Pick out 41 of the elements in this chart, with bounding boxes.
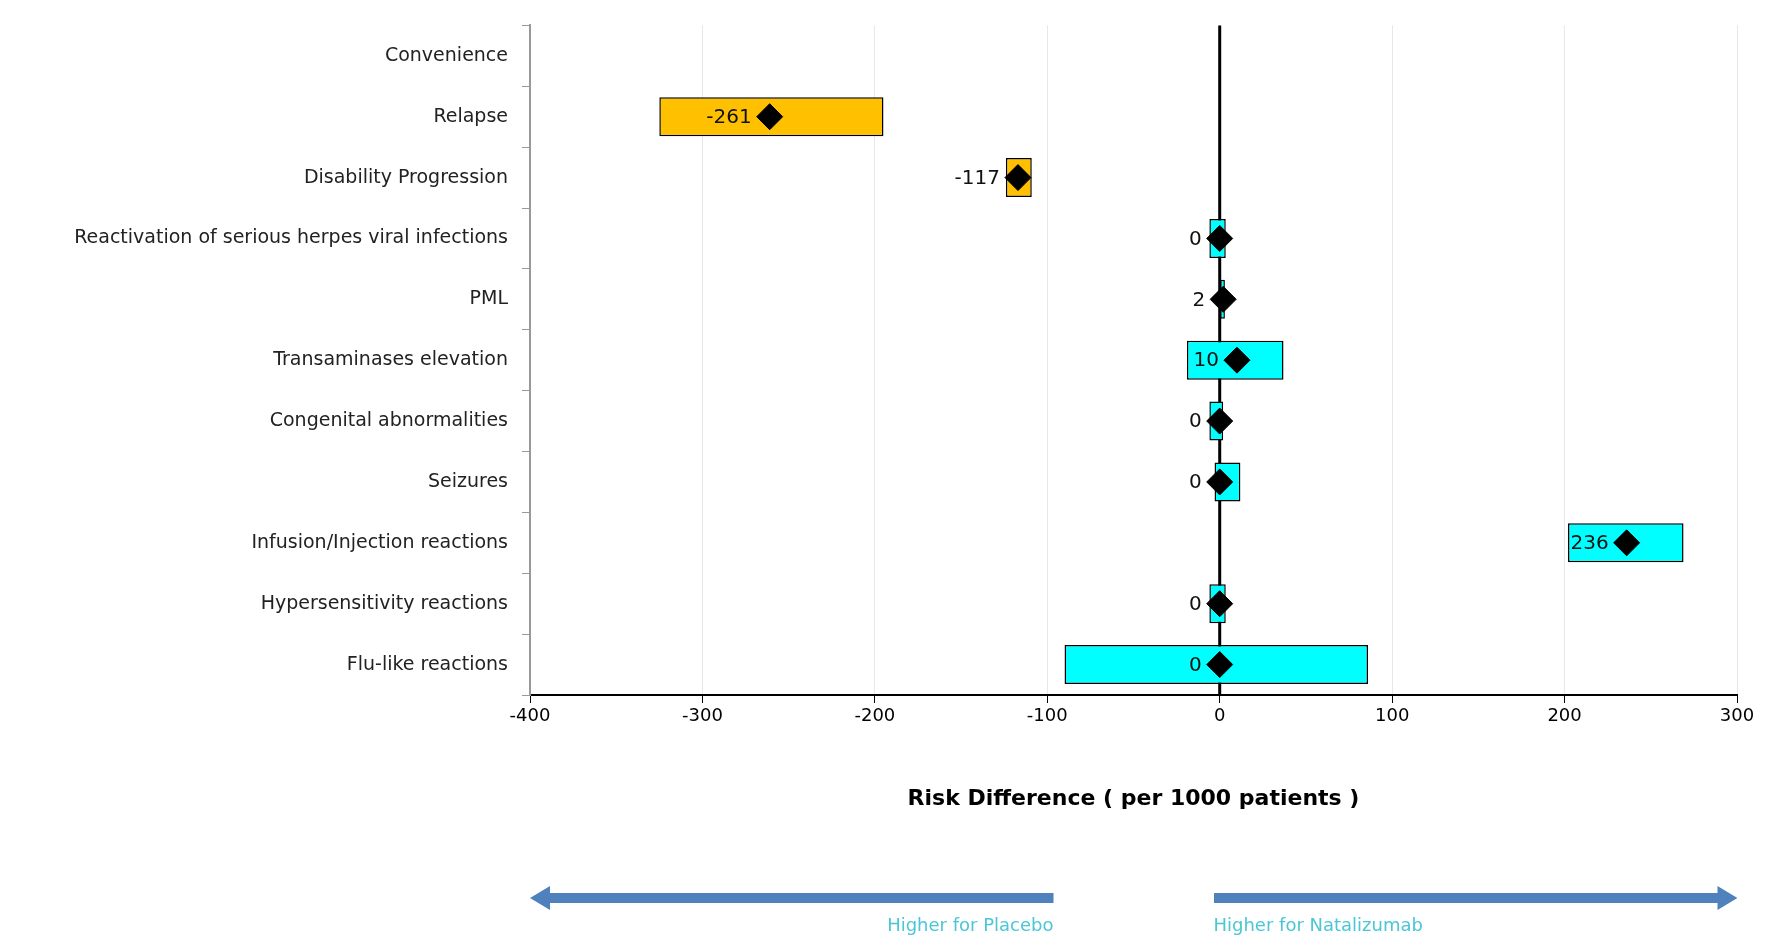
y-tick-label: Seizures	[427, 468, 508, 491]
y-tick-label: Convenience	[384, 42, 508, 65]
x-tick-label: -300	[682, 704, 723, 726]
data-label: 0	[1188, 408, 1202, 433]
data-label: 0	[1188, 651, 1202, 676]
data-label: 2	[1192, 286, 1206, 311]
point	[1206, 651, 1234, 679]
x-tick-label: 100	[1374, 704, 1410, 726]
x-tick-label: 300	[1719, 704, 1755, 726]
data-label: 0	[1188, 225, 1202, 250]
y-tick-label: PML	[469, 286, 509, 309]
y-tick-label: Congenital abnormalities	[269, 408, 508, 431]
y-tick-label: Infusion/Injection reactions	[251, 529, 508, 552]
data-label: 0	[1188, 469, 1202, 494]
x-tick-label: -200	[854, 704, 896, 726]
point	[1206, 468, 1234, 496]
x-axis-title: Risk Difference ( per 1000 patients )	[907, 784, 1360, 810]
y-tick-label: Flu-like reactions	[346, 651, 508, 674]
x-tick-label: 0	[1213, 704, 1226, 726]
y-tick-label: Hypersensitivity reactions	[260, 590, 508, 613]
x-tick-label: -100	[1026, 704, 1068, 726]
point	[1209, 285, 1237, 313]
data-label: -261	[706, 103, 752, 128]
point	[1206, 224, 1234, 252]
y-tick-label: Reactivation of serious herpes viral infections	[74, 225, 508, 248]
data-label: -117	[954, 164, 1000, 189]
point	[1004, 164, 1032, 192]
point	[1206, 407, 1234, 435]
text: Higher for Natalizumab	[1213, 914, 1423, 935]
point	[756, 103, 784, 131]
point	[1206, 590, 1234, 618]
y-tick-label: Relapse	[433, 103, 508, 126]
point	[1613, 529, 1641, 557]
data-label: 236	[1570, 530, 1609, 555]
x-tick-label: -400	[509, 704, 551, 726]
y-tick-label: Disability Progression	[303, 164, 508, 187]
data-label: 0	[1188, 590, 1202, 615]
x-tick-label: 200	[1547, 704, 1582, 726]
data-label: 10	[1193, 347, 1219, 372]
y-tick-label: Transaminases elevation	[272, 347, 508, 370]
text: Higher for Placebo	[887, 914, 1054, 935]
